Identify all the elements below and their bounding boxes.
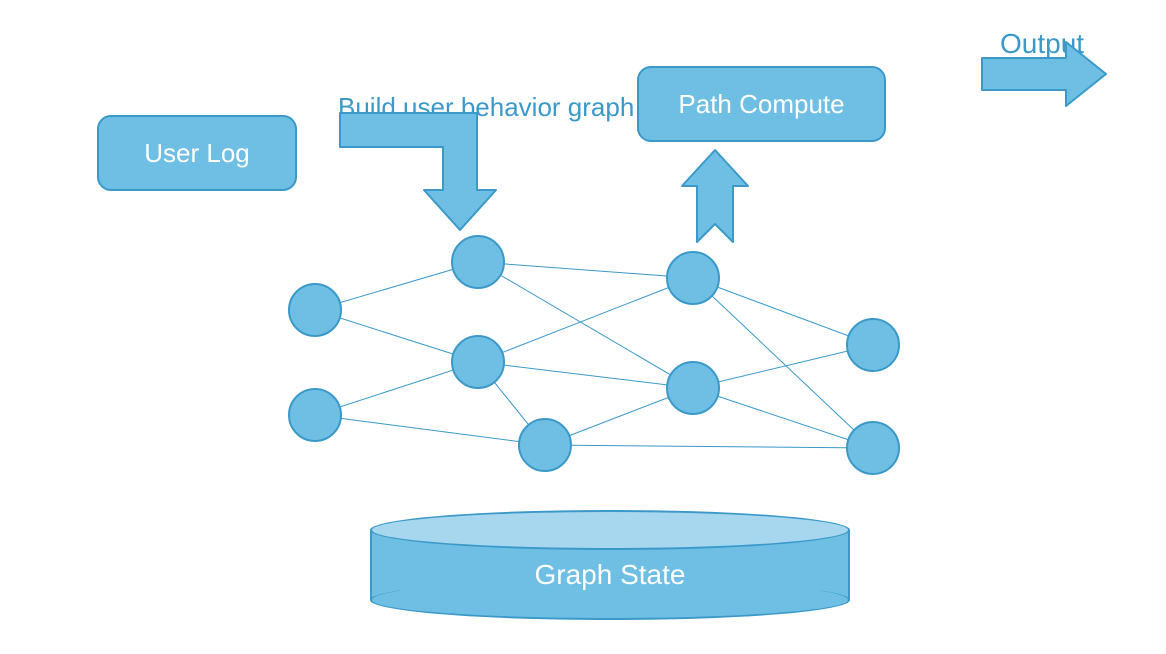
- graph-node: [519, 419, 571, 471]
- graph-edge: [693, 388, 873, 448]
- graph-edge: [545, 445, 873, 448]
- graph-edge: [693, 278, 873, 448]
- graph-node: [452, 336, 504, 388]
- build-graph-label: Build user behavior graph: [338, 92, 634, 123]
- graph-edge: [478, 362, 693, 388]
- graph-node: [667, 252, 719, 304]
- graph-edge: [478, 278, 693, 362]
- graph-edge: [478, 362, 545, 445]
- graph-state-label: Graph State: [370, 559, 850, 591]
- graph-edge: [315, 262, 478, 310]
- graph-node: [667, 362, 719, 414]
- diagram-container: { "canvas": { "width": 1166, "height": 6…: [0, 0, 1166, 654]
- path-compute-box: Path Compute: [637, 66, 886, 142]
- graph-state-cylinder: Graph State: [370, 510, 850, 620]
- output-label: Output: [1000, 28, 1084, 60]
- graph-node: [847, 319, 899, 371]
- graph-edge: [545, 388, 693, 445]
- path-compute-label: Path Compute: [678, 89, 844, 120]
- graph-edge: [315, 362, 478, 415]
- graph-edge: [315, 415, 545, 445]
- user-log-box: User Log: [97, 115, 297, 191]
- user-log-label: User Log: [144, 138, 250, 169]
- cylinder-top: [370, 510, 850, 550]
- graph-node: [289, 389, 341, 441]
- build-graph-arrow: [340, 113, 496, 230]
- graph-node: [289, 284, 341, 336]
- graph-edge: [693, 278, 873, 345]
- graph-edge: [478, 262, 693, 278]
- graph-node: [452, 236, 504, 288]
- graph-edge: [315, 310, 478, 362]
- path-compute-up-arrow: [682, 150, 748, 242]
- graph-edge: [478, 262, 693, 388]
- graph-node: [847, 422, 899, 474]
- graph-edge: [693, 345, 873, 388]
